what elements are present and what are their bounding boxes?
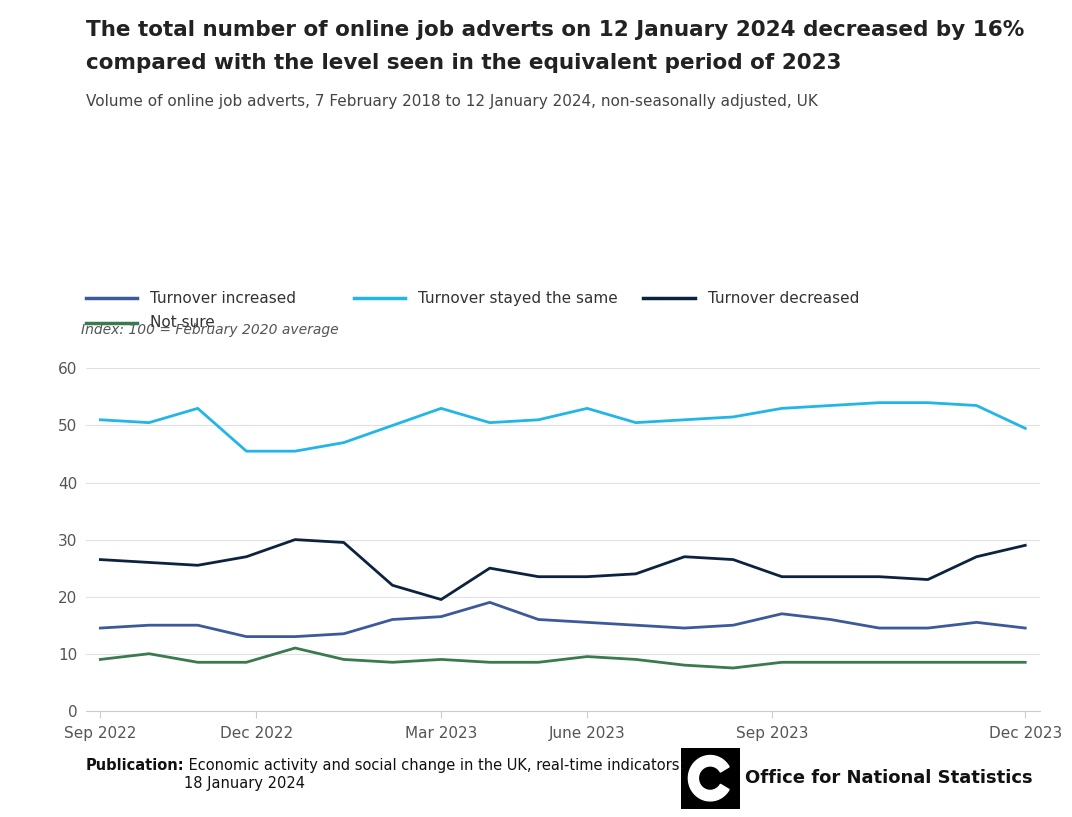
Polygon shape — [688, 756, 729, 801]
Text: Turnover decreased: Turnover decreased — [708, 291, 859, 306]
Text: Volume of online job adverts, 7 February 2018 to 12 January 2024, non-seasonally: Volume of online job adverts, 7 February… — [86, 94, 818, 109]
Text: Index: 100 = February 2020 average: Index: 100 = February 2020 average — [81, 323, 339, 337]
Text: Turnover increased: Turnover increased — [150, 291, 296, 306]
Text: compared with the level seen in the equivalent period of 2023: compared with the level seen in the equi… — [86, 53, 842, 73]
Text: Office for National Statistics: Office for National Statistics — [745, 769, 1032, 787]
Text: The total number of online job adverts on 12 January 2024 decreased by 16%: The total number of online job adverts o… — [86, 20, 1024, 40]
FancyBboxPatch shape — [681, 748, 740, 809]
Text: Economic activity and social change in the UK, real-time indicators:
18 January : Economic activity and social change in t… — [184, 758, 685, 791]
Text: Publication:: Publication: — [86, 758, 184, 773]
Text: Turnover stayed the same: Turnover stayed the same — [418, 291, 617, 306]
Text: Not sure: Not sure — [150, 315, 214, 330]
